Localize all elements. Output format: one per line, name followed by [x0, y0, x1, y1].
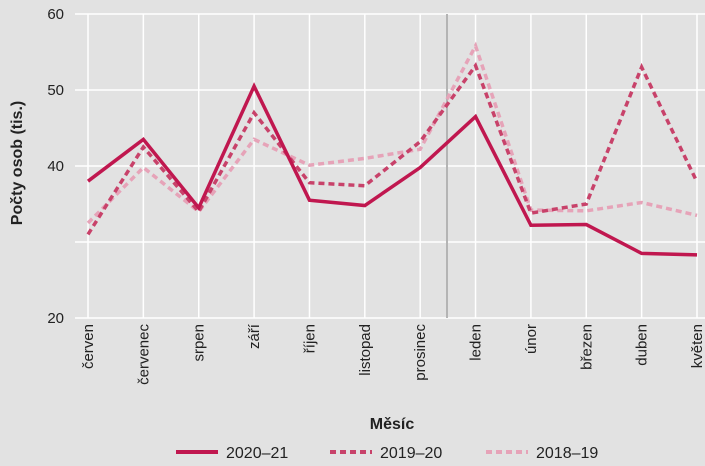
x-tick-label-2: srpen [191, 324, 208, 362]
series-line-2020–21 [86, 82, 698, 257]
legend: 2020–21 2019–20 2018–19 [176, 445, 598, 462]
legend-label-2: 2018–19 [536, 445, 598, 462]
y-axis-title: Počty osob (tis.) [9, 101, 26, 225]
x-axis: červen červenec srpen září říjen listopad pros… [80, 323, 705, 385]
legend-label-1: 2019–20 [380, 445, 442, 462]
x-tick-label-10: duben [634, 324, 651, 366]
x-tick-label-4: říjen [301, 324, 318, 353]
x-tick-label-5: listopad [357, 324, 374, 376]
gridlines [75, 13, 705, 319]
x-tick-label-6: prosinec [412, 324, 429, 381]
x-tick-label-7: leden [468, 324, 485, 361]
x-tick-label-0: červen [80, 324, 97, 369]
y-tick-label-40: 40 [47, 158, 64, 175]
x-axis-title: Měsíc [370, 416, 415, 433]
x-tick-label-3: září [246, 323, 263, 349]
y-tick-label-20: 20 [47, 310, 64, 327]
x-tick-label-9: březen [578, 324, 595, 370]
x-tick-label-11: květen [689, 324, 705, 368]
series-line-2018–19 [86, 41, 698, 225]
x-tick-label-1: červenec [135, 324, 152, 385]
series-lines [86, 41, 699, 257]
y-axis: 20 40 50 60 [47, 6, 64, 327]
y-tick-label-50: 50 [47, 82, 64, 99]
y-tick-label-60: 60 [47, 6, 64, 23]
x-tick-label-8: únor [523, 324, 540, 354]
series-line-2019–20 [86, 62, 699, 236]
legend-label-0: 2020–21 [226, 445, 288, 462]
